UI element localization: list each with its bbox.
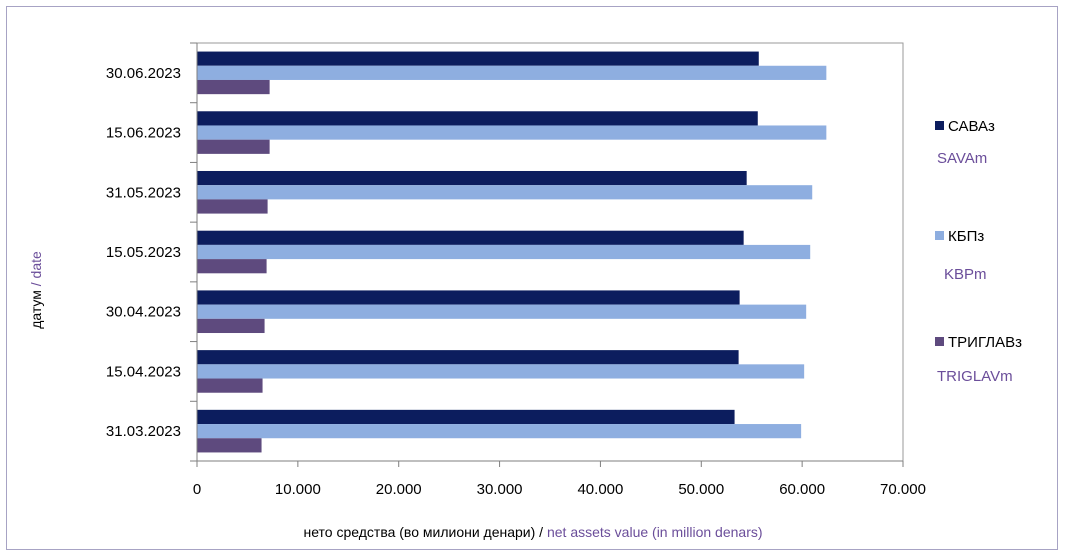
x-tick-label: 50.000 — [678, 481, 724, 498]
y-tick-label: 15.06.2023 — [106, 125, 181, 142]
bar-savam-15.04.2023 — [197, 350, 739, 365]
bar-kbpm-30.04.2023 — [197, 304, 807, 319]
legend-label-kbp-en: KBPm — [944, 266, 987, 283]
y-tick-label: 31.05.2023 — [106, 184, 181, 201]
y-axis-label: датум / date — [28, 251, 44, 329]
bar-savam-15.05.2023 — [197, 230, 744, 245]
x-tick-label: 40.000 — [577, 481, 623, 498]
legend-label-triglav-en: TRIGLAVm — [937, 368, 1013, 385]
x-tick-label: 20.000 — [376, 481, 422, 498]
y-tick-label: 30.04.2023 — [106, 304, 181, 321]
bar-triglavm-30.06.2023 — [197, 79, 270, 95]
bar-kbpm-15.06.2023 — [197, 125, 827, 140]
bar-kbpm-15.04.2023 — [197, 364, 805, 379]
x-axis-label-en: net assets value (in million denars) — [543, 524, 763, 540]
x-axis-label-mk: нето средства (во милиони денари) / — [303, 524, 544, 540]
bar-savam-15.06.2023 — [197, 111, 758, 126]
x-tick-label: 0 — [193, 481, 201, 498]
y-tick-label: 31.03.2023 — [106, 423, 181, 440]
y-tick-label: 15.04.2023 — [106, 363, 181, 380]
bar-savam-30.06.2023 — [197, 51, 759, 66]
y-tick-label: 15.05.2023 — [106, 244, 181, 261]
bar-savam-31.05.2023 — [197, 170, 747, 186]
chart-frame — [6, 6, 1058, 550]
legend-swatch-triglav — [935, 337, 944, 346]
legend-label-kbp: КБПз — [948, 228, 985, 245]
x-tick-label: 30.000 — [477, 481, 523, 498]
x-tick-label: 60.000 — [779, 481, 825, 498]
y-axis-label-mk: датум — [28, 290, 44, 329]
legend-item-sava: САВАз — [935, 118, 995, 135]
bar-triglavm-15.04.2023 — [197, 378, 263, 393]
y-tick-label: 30.06.2023 — [106, 65, 181, 82]
bar-triglavm-15.05.2023 — [197, 259, 267, 274]
bar-triglavm-31.05.2023 — [197, 199, 268, 214]
bar-triglavm-15.06.2023 — [197, 139, 270, 154]
legend-swatch-kbp — [935, 231, 944, 240]
bar-kbpm-31.03.2023 — [197, 424, 802, 439]
bar-kbpm-15.05.2023 — [197, 244, 811, 260]
bar-kbpm-30.06.2023 — [197, 65, 827, 80]
legend-swatch-sava — [935, 121, 944, 130]
legend-label-sava: САВАз — [948, 118, 995, 135]
legend-label-triglav: ТРИГЛАВз — [948, 334, 1022, 351]
x-axis-label: нето средства (во милиони денари) / net … — [0, 524, 1066, 540]
bar-savam-31.03.2023 — [197, 409, 735, 425]
x-tick-label: 70.000 — [880, 481, 926, 498]
x-tick-label: 10.000 — [275, 481, 321, 498]
legend-item-triglav: ТРИГЛАВз — [935, 334, 1022, 351]
bar-kbpm-31.05.2023 — [197, 185, 813, 200]
legend-item-kbp: КБПз — [935, 228, 984, 245]
bar-triglavm-30.04.2023 — [197, 318, 265, 334]
bar-triglavm-31.03.2023 — [197, 438, 262, 453]
legend-label-sava-en: SAVAm — [937, 150, 988, 167]
bar-savam-30.04.2023 — [197, 290, 740, 305]
y-axis-label-en: / date — [28, 251, 44, 291]
